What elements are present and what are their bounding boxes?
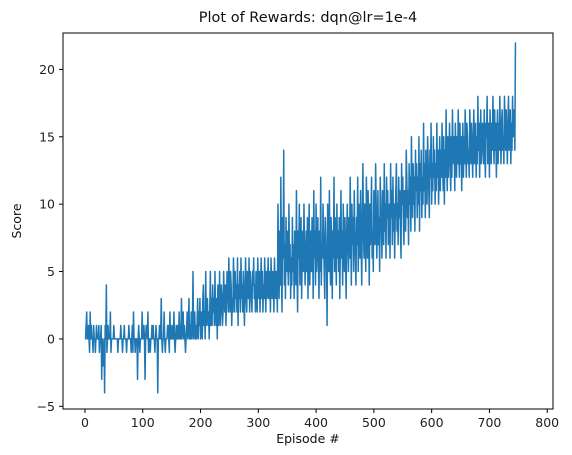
x-tick-label: 100	[131, 415, 155, 430]
x-tick-label: 0	[81, 415, 89, 430]
plot-frame	[62, 32, 554, 410]
plot-area	[62, 32, 554, 410]
y-tick-label: −5	[37, 399, 55, 414]
y-axis-label: Score	[9, 203, 24, 238]
chart-title: Plot of Rewards: dqn@lr=1e-4	[199, 10, 417, 26]
y-tick-label: 0	[47, 331, 55, 346]
x-tick-label: 500	[362, 415, 386, 430]
x-axis: 0 100 200 300 400 500 600 700 800	[81, 409, 559, 430]
x-tick-label: 700	[478, 415, 502, 430]
x-tick-label: 300	[246, 415, 270, 430]
x-tick-label: 800	[535, 415, 559, 430]
score-series-line	[84, 42, 517, 394]
y-tick-label: 15	[39, 129, 55, 144]
x-tick-label: 200	[189, 415, 213, 430]
y-tick-label: 10	[39, 197, 55, 212]
y-tick-label: 20	[39, 62, 55, 77]
y-tick-label: 5	[47, 264, 55, 279]
x-tick-label: 400	[304, 415, 328, 430]
y-axis: −5 0 5 10 15 20	[37, 62, 63, 414]
x-axis-label: Episode #	[276, 431, 340, 446]
x-tick-label: 600	[420, 415, 444, 430]
